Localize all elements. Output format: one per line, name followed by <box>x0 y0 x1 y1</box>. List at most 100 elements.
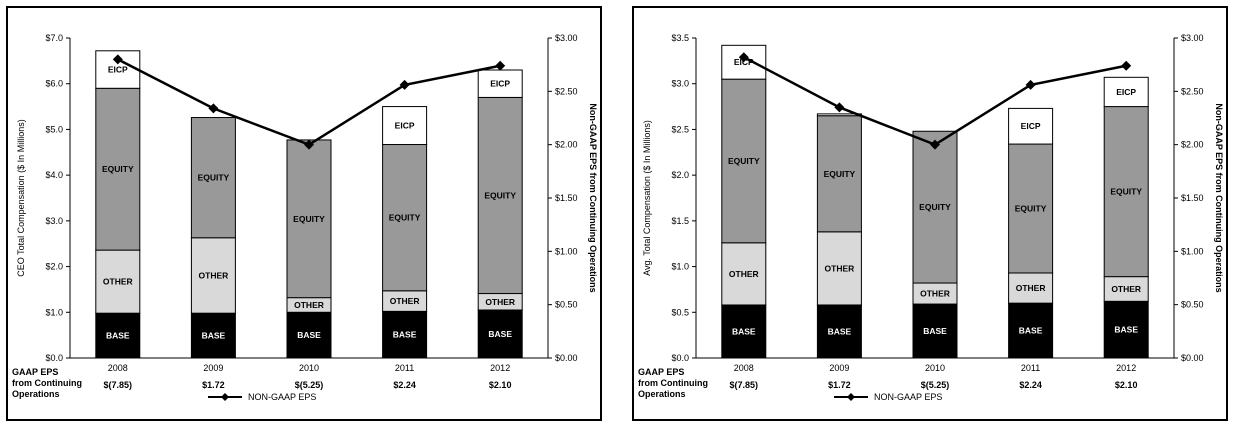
bar-segment-eicp <box>477 69 523 98</box>
bar-segment-base <box>1103 300 1149 359</box>
non-gaap-eps-point <box>399 79 410 90</box>
bar-label-eicp: EICP <box>734 57 754 67</box>
non-gaap-eps-point <box>834 102 845 113</box>
non-gaap-eps-point <box>1121 60 1132 71</box>
non-gaap-eps-point <box>930 139 940 150</box>
bar-segment-equity <box>477 96 523 295</box>
y2-tick-label: $2.00 <box>555 140 578 150</box>
bar-label-eicp: EICP <box>1021 121 1041 131</box>
bar-label-base: BASE <box>393 330 417 340</box>
gaap-eps-value: $1.72 <box>202 380 225 390</box>
x-tick-label: 2011 <box>395 363 414 373</box>
bar-label-equity: EQUITY <box>1110 187 1142 197</box>
y2-tick-label: $0.50 <box>1181 300 1204 310</box>
x-tick-label: 2008 <box>734 363 754 373</box>
y2-tick-label: $3.00 <box>1181 33 1204 43</box>
bar-segment-equity <box>286 139 332 299</box>
y-tick-label: $3.0 <box>671 79 689 89</box>
bar-segment-equity <box>1008 143 1054 274</box>
bar-label-eicp: EICP <box>108 65 128 75</box>
x-tick-label: 2008 <box>108 363 128 373</box>
chart-panel-ceo: $0.0 $1.0 $2.0 $3.0 $4.0 $5.0 $6.0 $7.0 $0.00 $0.… <box>6 6 602 421</box>
y-tick-label: $3.5 <box>671 33 689 43</box>
y-tick-label: $5.0 <box>45 124 63 134</box>
y-tick-label: $4.0 <box>45 170 63 180</box>
y-tick-label: $1.0 <box>45 307 63 317</box>
chart-panel-avg: $0.0 $0.5 $1.0 $1.5 $2.0 $2.5 $3.0 $3.5 $0.00 $0.… <box>632 6 1228 421</box>
bar-label-equity: EQUITY <box>919 202 951 212</box>
x-tick-label: 2009 <box>203 363 223 373</box>
legend-marker <box>847 393 855 401</box>
y2-tick-label: $2.00 <box>1181 140 1204 150</box>
gaap-eps-value: $(7.85) <box>730 380 759 390</box>
y2-tick-label: $1.50 <box>1181 193 1204 203</box>
gaap-eps-value: $2.24 <box>1019 380 1042 390</box>
y-tick-label: $0.0 <box>45 353 63 363</box>
bar-label-other: OTHER <box>1016 283 1046 293</box>
y-tick-label: $1.5 <box>671 216 689 226</box>
non-gaap-eps-point <box>1025 79 1036 90</box>
y2-tick-label: $2.50 <box>1181 86 1204 96</box>
ceo-compensation-chart: $0.0 $1.0 $2.0 $3.0 $4.0 $5.0 $6.0 $7.0 $0.00 $0.… <box>12 33 598 402</box>
y-tick-label: $2.0 <box>45 262 63 272</box>
bar-segment-eicp <box>1008 107 1054 145</box>
bar-segment-equity <box>912 130 958 284</box>
non-gaap-eps-point <box>112 54 123 65</box>
y2-axis-title: Non-GAAP EPS from Continuing Operations <box>588 103 598 292</box>
gaap-eps-value: $2.10 <box>489 380 512 390</box>
x-tick-label: 2012 <box>490 363 510 373</box>
bar-label-other: OTHER <box>390 296 420 306</box>
gaap-eps-value: $(7.85) <box>104 380 133 390</box>
bar-label-equity: EQUITY <box>484 190 516 200</box>
bar-label-other: OTHER <box>729 269 759 279</box>
avg-compensation-chart: $0.0 $0.5 $1.0 $1.5 $2.0 $2.5 $3.0 $3.5 $0.00 $0.… <box>638 33 1224 402</box>
gaap-eps-value: $2.24 <box>393 380 416 390</box>
bar-label-other: OTHER <box>920 289 950 299</box>
bar-label-other: OTHER <box>485 297 515 307</box>
y2-tick-label: $1.00 <box>1181 246 1204 256</box>
bar-segment-base <box>912 303 958 359</box>
bar-segment-other <box>1103 276 1149 302</box>
bar-segment-equity <box>190 117 236 239</box>
bar-label-eicp: EICP <box>490 79 510 89</box>
bar-label-equity: EQUITY <box>293 214 325 224</box>
bar-segment-eicp <box>382 106 428 146</box>
bar-label-equity: EQUITY <box>1015 204 1047 214</box>
y2-tick-label: $0.00 <box>1181 353 1204 363</box>
bar-segment-eicp <box>721 44 767 80</box>
non-gaap-eps-line <box>117 58 501 147</box>
gaap-eps-value: $1.72 <box>828 380 851 390</box>
x-tick-label: 2012 <box>1116 363 1136 373</box>
y-tick-label: $0.5 <box>671 307 689 317</box>
y2-tick-label: $0.00 <box>555 353 578 363</box>
bar-label-eicp: EICP <box>395 121 415 131</box>
bar-segment-base <box>190 312 236 359</box>
bar-segment-base <box>382 310 428 359</box>
gaap-eps-label: GAAP EPS from Continuing Operations <box>12 367 82 399</box>
y2-tick-label: $3.00 <box>555 33 578 43</box>
legend-label: NON-GAAP EPS <box>248 392 316 402</box>
y2-tick-label: $1.50 <box>555 193 578 203</box>
y-tick-label: $2.5 <box>671 124 689 134</box>
bar-label-base: BASE <box>202 331 226 341</box>
bar-segment-other <box>721 242 767 306</box>
bar-label-equity: EQUITY <box>389 213 421 223</box>
x-tick-label: 2010 <box>925 363 945 373</box>
legend-label: NON-GAAP EPS <box>874 392 942 402</box>
x-tick-label: 2011 <box>1021 363 1040 373</box>
gaap-eps-value: $(5.25) <box>295 380 324 390</box>
bar-label-base: BASE <box>1114 325 1138 335</box>
non-gaap-eps-point <box>738 52 749 63</box>
bar-label-other: OTHER <box>199 270 229 280</box>
bar-segment-base <box>816 304 862 359</box>
y-axis-title: CEO Total Compensation ($ In Millions) <box>16 119 26 276</box>
bar-segment-base <box>721 304 767 359</box>
y-tick-label: $0.0 <box>671 353 689 363</box>
bar-label-base: BASE <box>297 330 321 340</box>
bar-segment-base <box>477 309 523 359</box>
y2-axis-title: Non-GAAP EPS from Continuing Operations <box>1214 103 1224 292</box>
bar-segment-eicp <box>1103 76 1149 108</box>
y-tick-label: $6.0 <box>45 79 63 89</box>
bar-label-other: OTHER <box>1111 284 1141 294</box>
bar-label-base: BASE <box>923 326 947 336</box>
